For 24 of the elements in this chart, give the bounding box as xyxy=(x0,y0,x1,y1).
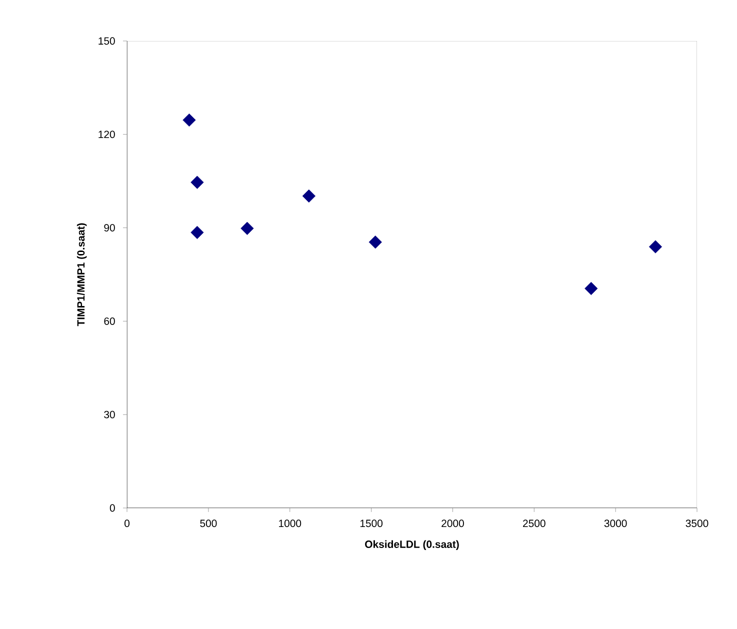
y-tick-label: 150 xyxy=(98,37,115,45)
y-tick-label: 60 xyxy=(104,317,115,325)
x-tick-label: 3000 xyxy=(604,520,627,528)
x-tick-label: 1000 xyxy=(279,520,302,528)
point xyxy=(182,114,196,127)
x-tick-label: 0 xyxy=(124,520,130,528)
x-tick-label: 1500 xyxy=(360,520,383,528)
point xyxy=(648,240,662,254)
point xyxy=(302,189,316,203)
x-axis-title: OksideLDL (0.saat) xyxy=(365,540,459,550)
y-tick-label: 120 xyxy=(98,130,115,138)
x-tick-label: 500 xyxy=(200,520,217,528)
y-tick-label: 90 xyxy=(104,224,115,232)
point xyxy=(190,226,204,240)
point xyxy=(240,222,254,235)
point xyxy=(190,176,204,189)
y-tick-label: 30 xyxy=(104,410,115,418)
point xyxy=(368,236,382,249)
y-tick-label: 0 xyxy=(110,504,115,512)
x-tick-label: 2500 xyxy=(523,520,546,528)
x-tick-label: 2000 xyxy=(442,520,464,528)
y-axis-title: TIMP1/MMP1 (0.saat) xyxy=(76,223,87,326)
point xyxy=(584,282,598,296)
x-tick-label: 3500 xyxy=(686,520,708,528)
